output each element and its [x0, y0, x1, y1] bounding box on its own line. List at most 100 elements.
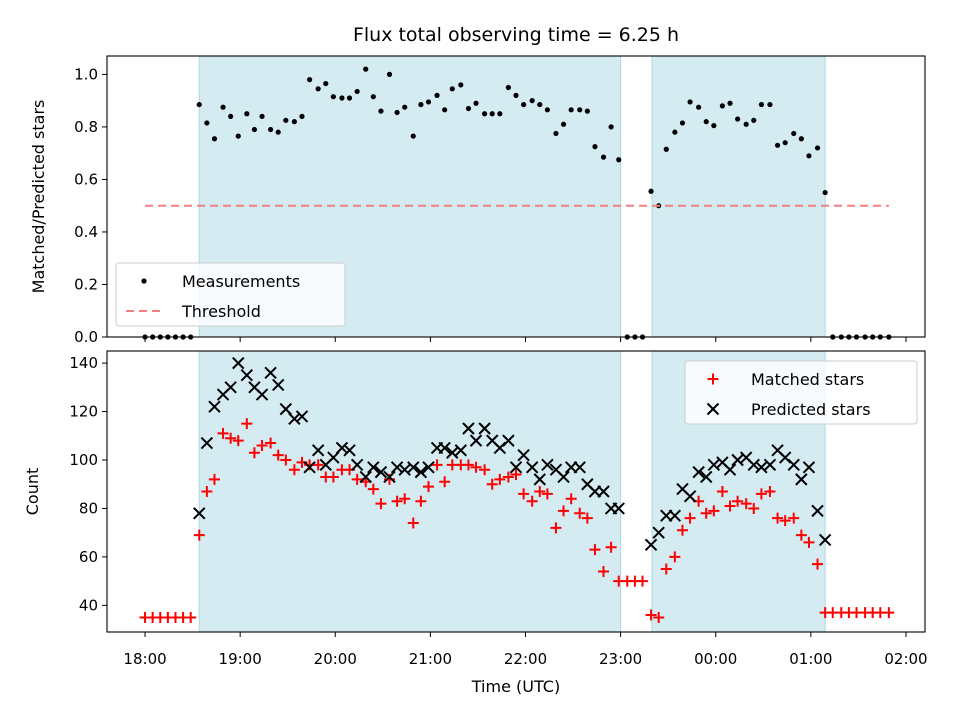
data-point — [422, 481, 434, 493]
data-point — [407, 517, 419, 529]
data-point — [521, 101, 527, 108]
data-point — [653, 611, 665, 623]
data-point — [201, 486, 213, 497]
legend-label: Matched stars — [751, 370, 864, 389]
x-tick-label: 23:00 — [599, 650, 642, 668]
data-point — [268, 126, 274, 133]
data-point — [315, 86, 321, 92]
legend: Measurements Threshold — [115, 262, 346, 327]
data-point — [367, 461, 380, 474]
x-tick-label: 18:00 — [123, 650, 166, 668]
data-point — [295, 410, 309, 423]
data-point — [684, 512, 696, 524]
data-point — [574, 507, 586, 519]
data-point — [724, 500, 736, 512]
data-point — [597, 485, 610, 498]
data-point — [751, 117, 757, 123]
data-point — [208, 400, 221, 413]
data-point — [612, 502, 625, 515]
x-tick-label: 02:00 — [884, 650, 927, 668]
y-tick-label: 60 — [79, 548, 98, 566]
data-point — [518, 488, 530, 500]
data-point — [265, 437, 277, 449]
data-point — [795, 529, 807, 541]
x-tick-label: 01:00 — [789, 650, 832, 668]
data-point — [560, 121, 567, 127]
data-point — [812, 558, 824, 570]
data-point — [748, 502, 760, 514]
data-point — [462, 459, 474, 471]
data-point — [763, 458, 777, 472]
data-point — [740, 498, 752, 510]
data-point — [386, 71, 393, 77]
data-point — [394, 109, 400, 116]
data-point — [652, 526, 665, 539]
data-point — [434, 92, 440, 98]
data-point — [415, 495, 427, 507]
data-point — [473, 100, 479, 106]
data-point — [788, 512, 800, 524]
data-point — [573, 461, 586, 474]
data-point — [803, 536, 815, 548]
data-point — [791, 130, 797, 137]
data-point — [370, 94, 376, 100]
data-point — [758, 101, 765, 108]
data-point — [558, 505, 570, 517]
data-point — [700, 507, 712, 519]
y-tick-label: 0.6 — [74, 170, 98, 188]
legend-label: Measurements — [182, 272, 300, 291]
data-point — [248, 447, 260, 459]
data-point — [509, 461, 523, 474]
data-point — [350, 458, 364, 472]
y-tick-label: 1.0 — [74, 65, 98, 83]
data-point — [264, 366, 277, 380]
data-point — [672, 129, 678, 135]
data-point — [327, 471, 339, 483]
data-point — [608, 124, 614, 130]
y-tick-label: 0.0 — [74, 328, 98, 346]
series-predicted-stars — [193, 356, 832, 552]
data-point — [605, 541, 617, 553]
data-point — [391, 495, 403, 507]
data-point — [255, 388, 269, 401]
data-point — [755, 488, 767, 500]
data-point — [431, 459, 443, 471]
data-point — [735, 116, 741, 122]
data-point — [335, 441, 349, 455]
x-tick-label: 20:00 — [314, 650, 357, 668]
legend-box — [684, 360, 918, 425]
data-point — [465, 105, 472, 112]
data-point — [378, 108, 384, 114]
data-point — [256, 439, 268, 451]
y-axis-label: Count — [23, 468, 42, 516]
data-point — [679, 120, 686, 126]
data-point — [732, 495, 744, 507]
data-point — [644, 538, 658, 552]
data-point — [470, 461, 482, 473]
data-point — [288, 464, 300, 476]
chart-title: Flux total observing time = 6.25 h — [353, 24, 679, 46]
data-point — [822, 189, 828, 196]
data-point — [541, 458, 554, 472]
legend-marker — [706, 402, 720, 416]
data-point — [696, 104, 702, 110]
data-point — [497, 111, 503, 117]
data-point — [568, 107, 574, 113]
data-point — [513, 92, 519, 98]
data-point — [774, 142, 781, 148]
y-tick-label: 40 — [79, 596, 98, 614]
legend-marker — [141, 278, 147, 284]
data-point — [291, 119, 297, 125]
data-point — [232, 356, 245, 370]
data-point — [482, 111, 488, 117]
data-point — [486, 478, 498, 490]
observing-interval-1 — [652, 56, 826, 337]
ratio-panel: 0.0 0.2 0.4 0.6 0.8 1.0 Matched/Predicted star… — [29, 55, 926, 346]
data-point — [241, 418, 253, 430]
data-point — [802, 461, 816, 474]
data-point — [383, 470, 396, 484]
data-point — [232, 435, 244, 447]
data-point — [883, 607, 895, 619]
data-point — [462, 422, 475, 435]
